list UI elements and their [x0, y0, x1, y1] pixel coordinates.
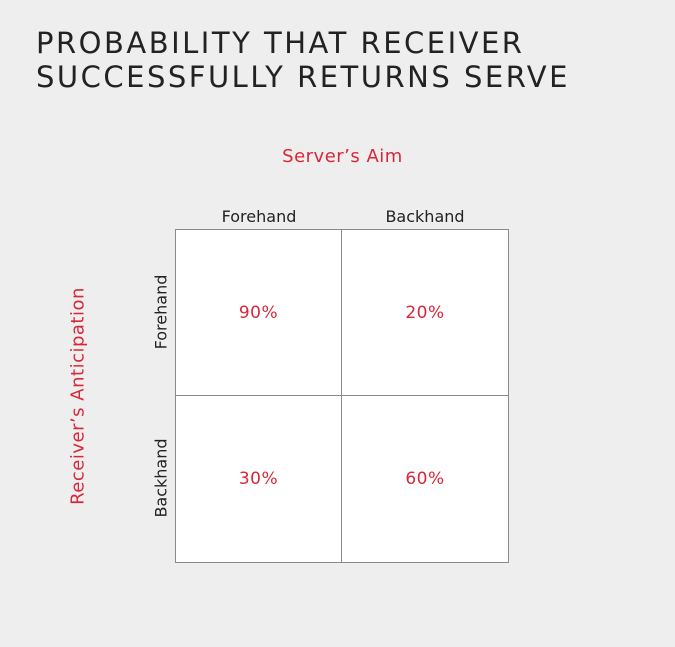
- cell-backhand-forehand: 30%: [176, 396, 342, 562]
- column-header-forehand: Forehand: [221, 207, 297, 226]
- probability-matrix: 90% 20% 30% 60%: [175, 229, 509, 563]
- receiver-anticipation-axis-label: Receiver’s Anticipation: [67, 287, 89, 505]
- row-header-forehand: Forehand: [151, 274, 171, 350]
- cell-forehand-backhand: 20%: [342, 230, 508, 396]
- cell-backhand-backhand: 60%: [342, 396, 508, 562]
- row-header-backhand: Backhand: [151, 438, 171, 518]
- cell-forehand-forehand: 90%: [176, 230, 342, 396]
- server-aim-axis-label: Server’s Aim: [282, 146, 403, 167]
- title-line-2: SUCCESSFULLY RETURNS SERVE: [36, 60, 570, 94]
- diagram-title: PROBABILITY THAT RECEIVER SUCCESSFULLY R…: [36, 26, 656, 94]
- title-line-1: PROBABILITY THAT RECEIVER: [36, 26, 525, 60]
- column-header-backhand: Backhand: [385, 207, 465, 226]
